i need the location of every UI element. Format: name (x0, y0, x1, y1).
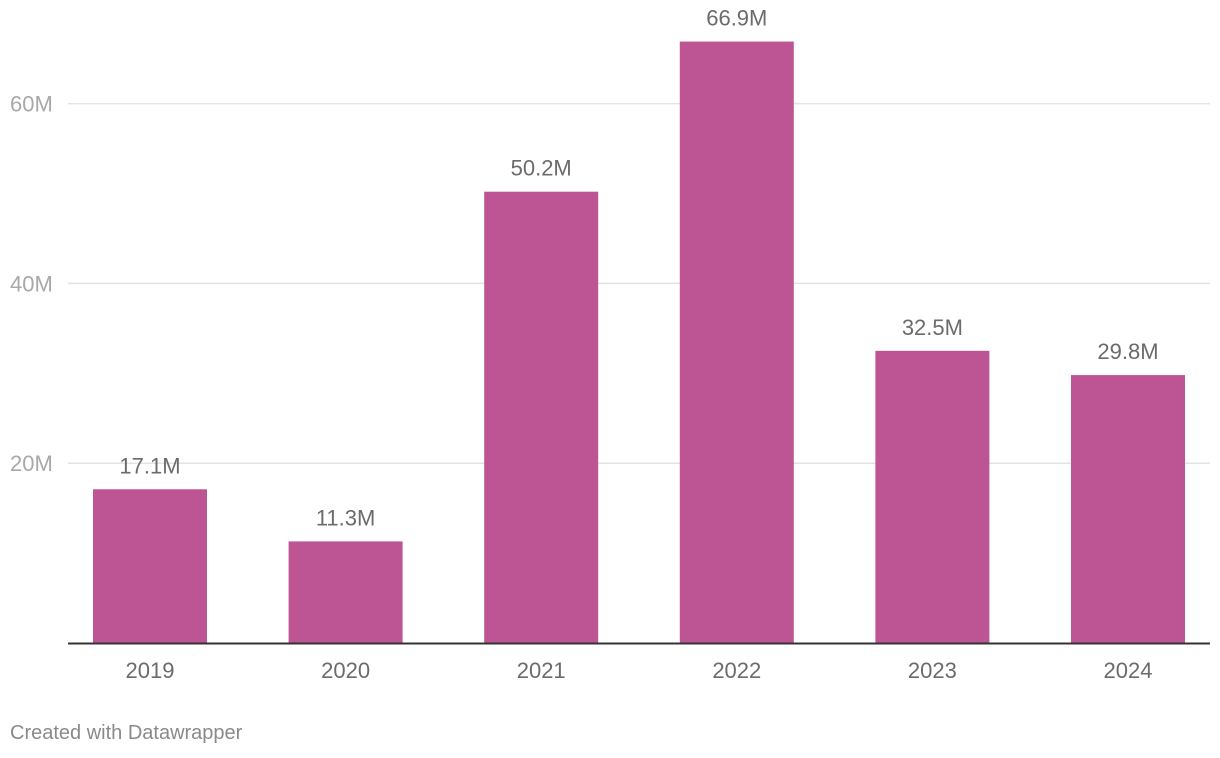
bar-2024 (1071, 375, 1185, 643)
credit-text: Created with Datawrapper (10, 722, 243, 744)
bar-2021 (484, 191, 599, 643)
y-tick-label: 20M (10, 451, 53, 476)
data-label-2024: 29.8M (1097, 339, 1158, 364)
data-label-2021: 50.2M (511, 156, 572, 181)
y-axis-ticks: 20M 40M 60M (10, 92, 53, 477)
bar-2022 (679, 41, 794, 644)
y-tick-label: 40M (10, 271, 53, 296)
data-label-2019: 17.1M (119, 453, 180, 478)
x-tick-label-2024: 2024 (1104, 658, 1153, 683)
bars (93, 41, 1185, 644)
x-tick-label-2022: 2022 (712, 658, 761, 683)
data-labels: 17.1M 11.3M 50.2M 66.9M 32.5M 29.8M (119, 6, 1158, 531)
data-label-2020: 11.3M (316, 505, 376, 530)
x-tick-label-2019: 2019 (126, 658, 175, 683)
data-label-2023: 32.5M (902, 315, 963, 340)
data-label-2022: 66.9M (706, 6, 767, 31)
y-tick-label: 60M (10, 92, 53, 117)
bar-2019 (93, 489, 207, 643)
x-tick-label-2020: 2020 (321, 658, 370, 683)
x-tick-label-2023: 2023 (908, 658, 957, 683)
gridlines (68, 102, 1210, 464)
x-axis-ticks: 2019 2020 2021 2022 2023 2024 (126, 658, 1153, 683)
bar-2023 (875, 350, 990, 643)
bar-2020 (288, 541, 403, 643)
x-tick-label-2021: 2021 (517, 658, 566, 683)
